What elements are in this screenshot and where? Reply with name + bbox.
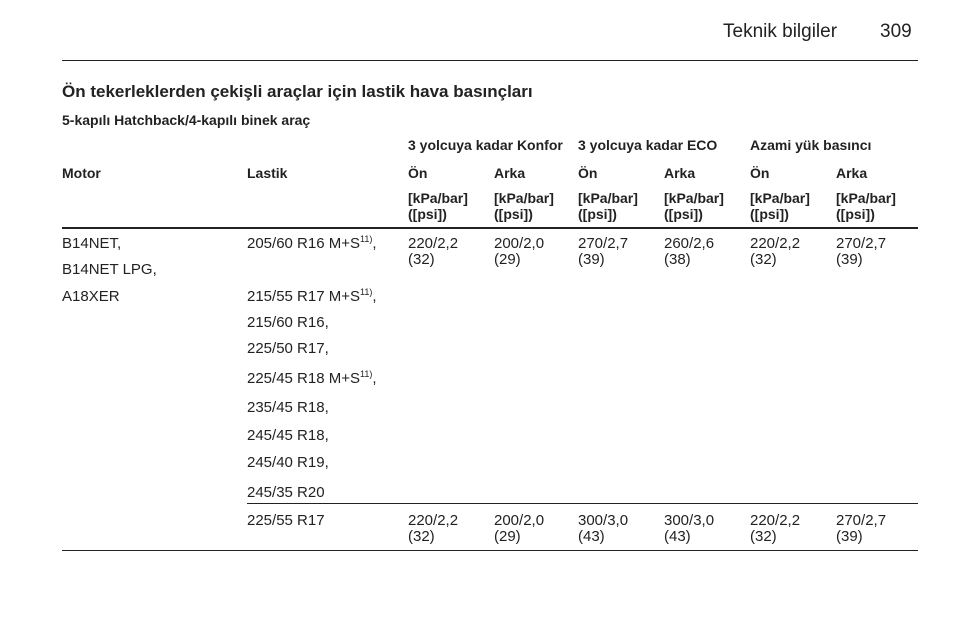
tire: 205/60 R16 M+S11), <box>247 234 377 252</box>
unit-label: [kPa/bar] <box>408 190 468 206</box>
tire-size: 215/60 R16, <box>247 314 329 331</box>
unit-label: ([psi]) <box>408 206 447 222</box>
unit-label: [kPa/bar] <box>836 190 896 206</box>
section-title: Teknik bilgiler <box>723 21 838 42</box>
motor: A18XER <box>62 288 120 305</box>
unit-label: ([psi]) <box>750 206 789 222</box>
table-rule <box>62 550 918 551</box>
tire-size: 235/45 R18, <box>247 399 329 416</box>
column-header: Ön <box>578 165 598 181</box>
tire-size: 215/55 R17 M+S <box>247 288 360 305</box>
column-header: Motor <box>62 165 101 181</box>
tire: 215/60 R16, <box>247 315 329 331</box>
pressure-psi: (43) <box>664 528 691 545</box>
pressure: 270/2,7 <box>578 235 629 252</box>
unit-label: ([psi]) <box>664 206 703 222</box>
column-header: Lastik <box>247 165 288 181</box>
pressure: 200/2,0 <box>494 512 545 529</box>
pressure: 260/2,6 <box>664 235 715 252</box>
tire-size: 225/55 R17 <box>247 512 325 529</box>
tire-size: 225/45 R18 M+S <box>247 370 360 387</box>
unit-label: [kPa/bar] <box>750 190 810 206</box>
footnote-ref: 11) <box>360 369 373 379</box>
footnote-ref: 11) <box>360 234 373 244</box>
pressure-psi: (32) <box>750 251 777 268</box>
page-number: 309 <box>880 21 912 42</box>
motor: B14NET LPG, <box>62 261 157 278</box>
pressure-psi: (39) <box>578 251 605 268</box>
pressure-psi: (29) <box>494 251 521 268</box>
column-header: Arka <box>664 165 696 181</box>
pressure: 270/2,7 <box>836 235 887 252</box>
tire: 245/35 R20 <box>247 485 325 501</box>
tire-size: 245/45 R18, <box>247 427 329 444</box>
pressure-psi: (32) <box>750 528 777 545</box>
table-rule <box>62 227 918 229</box>
pressure: 270/2,7 <box>836 512 887 529</box>
pressure: 220/2,2 <box>408 512 459 529</box>
tire-punct: , <box>372 235 377 252</box>
tire: 245/45 R18, <box>247 428 329 444</box>
tire-size: 205/60 R16 M+S <box>247 235 360 252</box>
group-header: Azami yük basıncı <box>750 137 872 153</box>
tire: 225/50 R17, <box>247 341 329 357</box>
tire-size: 225/50 R17, <box>247 340 329 357</box>
tire: 225/55 R17 <box>247 513 325 529</box>
tire: 215/55 R17 M+S11), <box>247 287 377 305</box>
group-header: 3 yolcuya kadar Konfor <box>408 137 563 153</box>
pressure-psi: (39) <box>836 528 863 545</box>
pressure-psi: (32) <box>408 251 435 268</box>
column-header: Ön <box>750 165 770 181</box>
unit-label: ([psi]) <box>494 206 533 222</box>
unit-label: ([psi]) <box>578 206 617 222</box>
pressure-psi: (32) <box>408 528 435 545</box>
motor: B14NET, <box>62 235 122 252</box>
column-header: Ön <box>408 165 428 181</box>
column-header: Arka <box>494 165 526 181</box>
unit-label: [kPa/bar] <box>494 190 554 206</box>
table-rule <box>247 503 918 504</box>
column-header: Arka <box>836 165 868 181</box>
pressure-psi: (29) <box>494 528 521 545</box>
tire-punct: , <box>372 370 377 387</box>
unit-label: [kPa/bar] <box>578 190 638 206</box>
subtitle: 5-kapılı Hatchback/4-kapılı binek araç <box>62 112 311 128</box>
pressure: 220/2,2 <box>408 235 459 252</box>
pressure: 300/3,0 <box>664 512 715 529</box>
pressure-psi: (38) <box>664 251 691 268</box>
tire: 245/40 R19, <box>247 455 329 471</box>
pressure-psi: (43) <box>578 528 605 545</box>
unit-label: [kPa/bar] <box>664 190 724 206</box>
pressure: 200/2,0 <box>494 235 545 252</box>
header-rule <box>62 60 918 61</box>
unit-label: ([psi]) <box>836 206 875 222</box>
pressure-psi: (39) <box>836 251 863 268</box>
footnote-ref: 11) <box>360 287 373 297</box>
tire: 225/45 R18 M+S11), <box>247 369 377 387</box>
group-header: 3 yolcuya kadar ECO <box>578 137 718 153</box>
pressure: 220/2,2 <box>750 512 801 529</box>
tire-size: 245/35 R20 <box>247 484 325 501</box>
pressure: 220/2,2 <box>750 235 801 252</box>
tire-punct: , <box>372 288 377 305</box>
pressure: 300/3,0 <box>578 512 629 529</box>
tire-size: 245/40 R19, <box>247 454 329 471</box>
page-title: Ön tekerleklerden çekişli araçlar için l… <box>62 82 533 101</box>
tire: 235/45 R18, <box>247 400 329 416</box>
